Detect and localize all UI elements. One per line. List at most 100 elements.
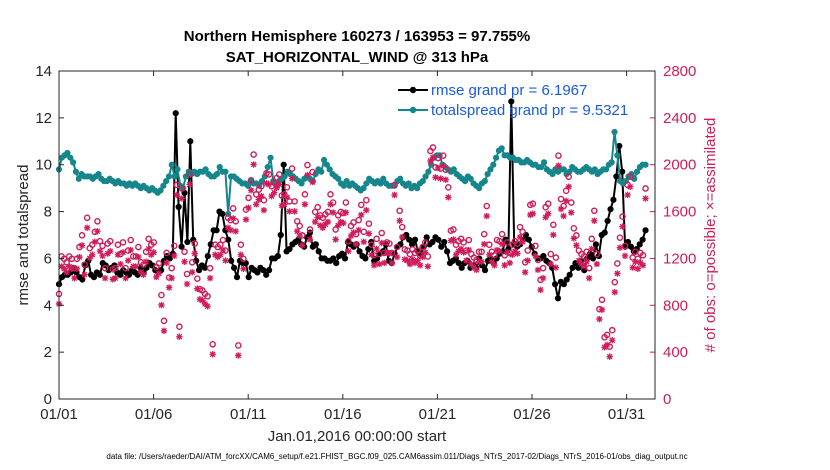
assimilated-marker bbox=[96, 248, 104, 255]
assimilated-marker bbox=[278, 202, 286, 209]
assimilated-marker bbox=[209, 351, 216, 358]
possible-marker bbox=[332, 226, 339, 233]
possible-marker bbox=[550, 221, 557, 229]
assimilated-marker bbox=[352, 240, 360, 248]
totalspread-point bbox=[326, 166, 333, 173]
rmse-point bbox=[569, 264, 576, 271]
possible-marker bbox=[309, 168, 316, 176]
assimilated-marker bbox=[411, 259, 419, 267]
possible-marker bbox=[99, 242, 106, 250]
possible-marker bbox=[176, 323, 183, 331]
assimilated-marker bbox=[86, 255, 93, 262]
rmse-point bbox=[540, 252, 547, 260]
totalspread-point bbox=[163, 178, 170, 185]
possible-marker bbox=[388, 249, 396, 257]
assimilated-marker bbox=[637, 259, 644, 267]
assimilated-marker bbox=[181, 258, 188, 265]
possible-marker bbox=[365, 220, 373, 227]
y2-tick-label: 1600 bbox=[663, 204, 696, 221]
assimilated-marker bbox=[91, 238, 99, 246]
totalspread-point bbox=[168, 161, 175, 168]
assimilated-marker bbox=[373, 245, 380, 253]
assimilated-marker bbox=[427, 157, 434, 165]
possible-marker bbox=[498, 230, 506, 238]
rmse-point bbox=[260, 267, 267, 274]
rmse-point bbox=[187, 138, 194, 145]
assimilated-marker bbox=[468, 260, 475, 268]
totalspread-point bbox=[611, 128, 618, 136]
possible-marker bbox=[78, 232, 86, 239]
assimilated-marker bbox=[73, 265, 81, 272]
plot-area bbox=[59, 71, 655, 399]
totalspread-point bbox=[405, 180, 412, 187]
assimilated-marker bbox=[565, 183, 572, 190]
possible-marker bbox=[288, 165, 296, 172]
assimilated-marker bbox=[253, 201, 260, 208]
assimilated-marker bbox=[178, 195, 186, 202]
totalspread-point bbox=[422, 173, 429, 180]
possible-marker bbox=[299, 232, 306, 239]
possible-marker bbox=[585, 264, 593, 272]
rmse-point bbox=[280, 161, 287, 168]
assimilated-marker bbox=[491, 262, 498, 269]
possible-marker bbox=[158, 291, 165, 299]
assimilated-marker bbox=[299, 242, 306, 249]
possible-marker bbox=[265, 171, 273, 178]
rmse-point bbox=[408, 241, 416, 248]
totalspread-point bbox=[281, 173, 288, 180]
rmse-point bbox=[455, 260, 462, 267]
rmse-point bbox=[178, 243, 185, 250]
rmse-point bbox=[158, 267, 165, 274]
y-tick-label: 14 bbox=[35, 63, 52, 80]
totalspread-point bbox=[642, 161, 649, 168]
possible-marker bbox=[544, 200, 552, 208]
assimilated-marker bbox=[232, 228, 239, 235]
assimilated-marker bbox=[396, 217, 403, 224]
assimilated-marker bbox=[199, 297, 206, 304]
possible-marker bbox=[114, 241, 122, 249]
possible-marker bbox=[588, 235, 596, 243]
possible-marker bbox=[160, 317, 168, 325]
assimilated-marker bbox=[342, 209, 350, 216]
assimilated-marker bbox=[140, 271, 147, 278]
assimilated-marker bbox=[360, 238, 367, 246]
possible-marker bbox=[593, 250, 601, 258]
possible-marker bbox=[206, 264, 214, 272]
rmse-point bbox=[90, 274, 98, 281]
assimilated-marker bbox=[452, 251, 460, 258]
assimilated-marker bbox=[621, 252, 629, 260]
assimilated-marker bbox=[393, 253, 401, 261]
totalspread-point bbox=[216, 163, 223, 171]
assimilated-marker bbox=[478, 258, 485, 265]
assimilated-marker bbox=[375, 260, 383, 268]
possible-marker bbox=[83, 214, 91, 222]
assimilated-marker bbox=[532, 252, 539, 260]
rmse-point bbox=[172, 110, 179, 117]
rmse-point bbox=[286, 245, 293, 253]
possible-marker bbox=[368, 241, 375, 249]
possible-marker bbox=[173, 181, 181, 189]
assimilated-marker bbox=[317, 222, 324, 229]
rmse-point bbox=[441, 238, 448, 246]
assimilated-marker bbox=[537, 286, 544, 294]
assimilated-marker bbox=[511, 248, 519, 255]
assimilated-marker bbox=[212, 251, 219, 258]
possible-marker bbox=[181, 248, 188, 256]
rmse-point bbox=[263, 271, 270, 278]
possible-marker bbox=[293, 217, 301, 225]
chart-title: Northern Hemisphere 160273 / 163953 = 97… bbox=[184, 28, 530, 45]
assimilated-marker bbox=[442, 176, 449, 183]
totalspread-point bbox=[160, 182, 167, 189]
x-tick-label: 01/21 bbox=[419, 406, 457, 423]
possible-marker bbox=[616, 234, 624, 241]
rmse-point bbox=[592, 241, 600, 248]
assimilated-marker bbox=[570, 235, 578, 242]
assimilated-marker bbox=[188, 269, 196, 276]
possible-marker bbox=[555, 152, 562, 159]
possible-marker bbox=[296, 222, 304, 230]
assimilated-marker bbox=[419, 253, 426, 261]
totalspread-point bbox=[492, 154, 500, 161]
assimilated-marker bbox=[324, 218, 332, 226]
rmse-point bbox=[245, 274, 252, 281]
possible-marker bbox=[234, 342, 242, 349]
